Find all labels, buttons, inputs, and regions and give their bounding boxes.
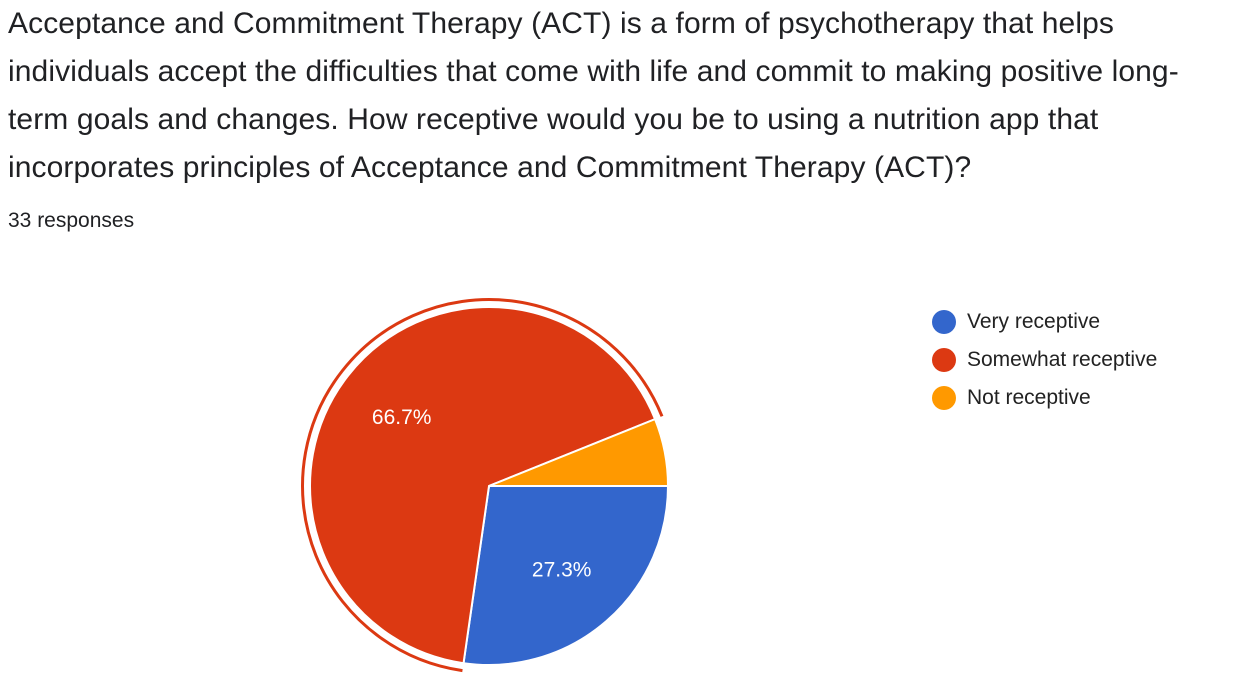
legend-item-very-receptive[interactable]: Very receptive [932,303,1157,341]
pie-slice-label-very-receptive: 27.3% [532,558,592,581]
legend-swatch-very-receptive [932,310,956,334]
legend-label: Somewhat receptive [967,348,1158,371]
chart-legend: Very receptive Somewhat receptive Not re… [932,303,1157,417]
legend-item-not-receptive[interactable]: Not receptive [932,379,1157,417]
pie-slice-very-receptive[interactable] [462,485,670,666]
response-count: 33 responses [8,209,135,232]
pie-slice-not-receptive[interactable] [488,417,670,487]
legend-swatch-somewhat-receptive [932,348,956,372]
legend-item-somewhat-receptive[interactable]: Somewhat receptive [932,341,1157,379]
pie-slice-label-somewhat-receptive: 66.7% [372,406,432,429]
pie-slice-highlight-somewhat-receptive [301,298,664,673]
legend-label: Not receptive [967,386,1091,409]
legend-swatch-not-receptive [932,386,956,410]
question-title: Acceptance and Commitment Therapy (ACT) … [8,7,1179,184]
legend-label: Very receptive [967,310,1101,333]
pie-slice-somewhat-receptive[interactable] [309,306,657,665]
